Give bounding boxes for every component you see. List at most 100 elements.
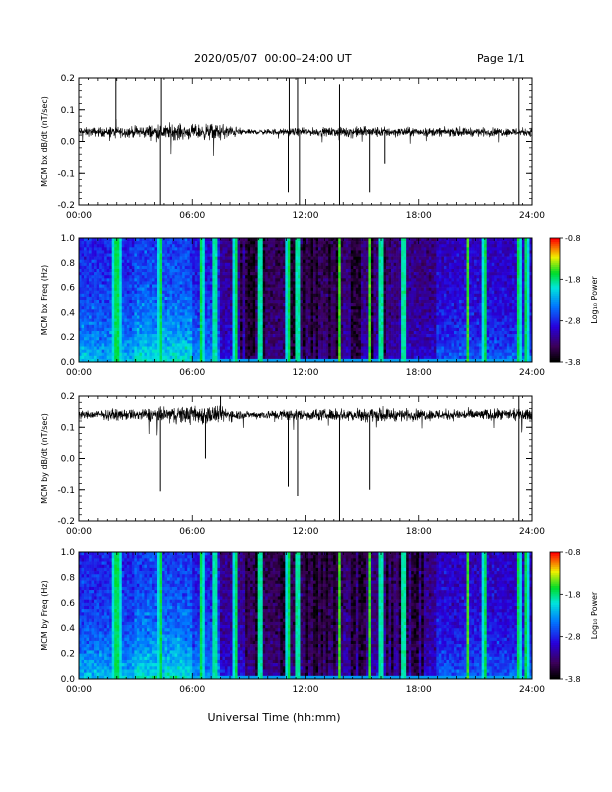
- heat-cell: [99, 238, 102, 242]
- heat-cell: [247, 244, 251, 248]
- heat-cell: [313, 300, 316, 304]
- heat-cell: [119, 324, 123, 329]
- heat-cell: [167, 324, 170, 329]
- heat-cell: [358, 259, 362, 264]
- heat-cell: [270, 324, 274, 329]
- heat-cell: [282, 256, 286, 260]
- heat-cell: [111, 293, 115, 298]
- heat-cell: [99, 293, 102, 298]
- heat-cell: [348, 287, 352, 291]
- heat-cell: [174, 278, 178, 282]
- heat-cell: [280, 272, 284, 276]
- heat-cell: [84, 306, 87, 310]
- heat-cell: [217, 253, 221, 257]
- heat-cell: [154, 355, 158, 360]
- heat-cell: [297, 265, 301, 270]
- heat-cell: [224, 262, 228, 267]
- heat-cell: [230, 306, 233, 310]
- heat-cell: [240, 259, 243, 264]
- heat-cell: [84, 247, 87, 251]
- heat-cell: [84, 324, 87, 329]
- heat-cell: [297, 290, 301, 295]
- heat-cell: [197, 300, 201, 304]
- heat-cell: [111, 315, 115, 319]
- heat-cell: [242, 318, 246, 322]
- heat-cell: [129, 346, 133, 350]
- heat-cell: [124, 293, 128, 298]
- heat-cell: [134, 346, 138, 350]
- heat-cell: [167, 250, 170, 254]
- heat-cell: [245, 293, 248, 298]
- heat-cell: [340, 303, 344, 307]
- heat-cell: [368, 272, 372, 276]
- heat-cell: [124, 265, 128, 270]
- heat-cell: [240, 358, 243, 363]
- heat-cell: [365, 287, 369, 291]
- heat-cell: [81, 312, 85, 316]
- heat-cell: [99, 312, 102, 316]
- heat-cell: [227, 318, 231, 322]
- heat-cell: [194, 331, 198, 335]
- heat-cell: [302, 334, 306, 338]
- heat-cell: [262, 315, 266, 319]
- heat-cell: [111, 290, 115, 295]
- heat-cell: [375, 315, 379, 319]
- heat-cell: [300, 315, 304, 319]
- heat-cell: [212, 259, 216, 264]
- heat-cell: [365, 281, 369, 285]
- heat-cell: [308, 262, 311, 267]
- heat-cell: [224, 340, 228, 344]
- heat-cell: [275, 250, 279, 254]
- heat-cell: [325, 334, 329, 338]
- heat-cell: [297, 244, 301, 248]
- heat-cell: [370, 334, 374, 338]
- heat-cell: [222, 355, 226, 360]
- heat-cell: [350, 275, 354, 279]
- heat-cell: [214, 259, 218, 264]
- heat-cell: [365, 346, 369, 350]
- heat-cell: [187, 272, 191, 276]
- heat-cell: [219, 287, 223, 291]
- heat-cell: [91, 256, 95, 260]
- heat-cell: [207, 287, 211, 291]
- heat-cell: [162, 318, 165, 322]
- heat-cell: [353, 293, 357, 298]
- heat-cell: [79, 312, 82, 316]
- heat-cell: [338, 293, 342, 298]
- heat-cell: [182, 269, 185, 273]
- heat-cell: [187, 312, 191, 316]
- heat-cell: [315, 259, 319, 264]
- heat-cell: [167, 241, 170, 245]
- heat-cell: [368, 327, 372, 332]
- heat-cell: [154, 312, 158, 316]
- heat-cell: [79, 281, 82, 285]
- heat-cell: [136, 238, 140, 242]
- heat-cell: [79, 262, 82, 267]
- heat-cell: [174, 244, 178, 248]
- heat-cell: [275, 343, 279, 347]
- heat-cell: [358, 272, 362, 276]
- heat-cell: [373, 287, 377, 291]
- heat-cell: [343, 269, 347, 273]
- heat-cell: [265, 275, 269, 279]
- heat-cell: [154, 343, 158, 347]
- y-tick-label: 0.4: [61, 308, 76, 318]
- heat-cell: [194, 275, 198, 279]
- heat-cell: [167, 262, 170, 267]
- heat-cell: [179, 324, 183, 329]
- heat-cell: [91, 349, 95, 353]
- heat-cell: [287, 318, 291, 322]
- heat-cell: [84, 334, 87, 338]
- heat-cell: [182, 238, 185, 242]
- heat-cell: [245, 355, 248, 360]
- heat-cell: [250, 256, 253, 260]
- heat-cell: [292, 324, 296, 329]
- heat-cell: [333, 290, 336, 295]
- heat-cell: [94, 250, 97, 254]
- heat-cell: [363, 321, 367, 326]
- heat-cell: [237, 272, 241, 276]
- heat-cell: [139, 315, 143, 319]
- heat-cell: [292, 352, 296, 357]
- heat-cell: [151, 355, 155, 360]
- heat-cell: [340, 306, 344, 310]
